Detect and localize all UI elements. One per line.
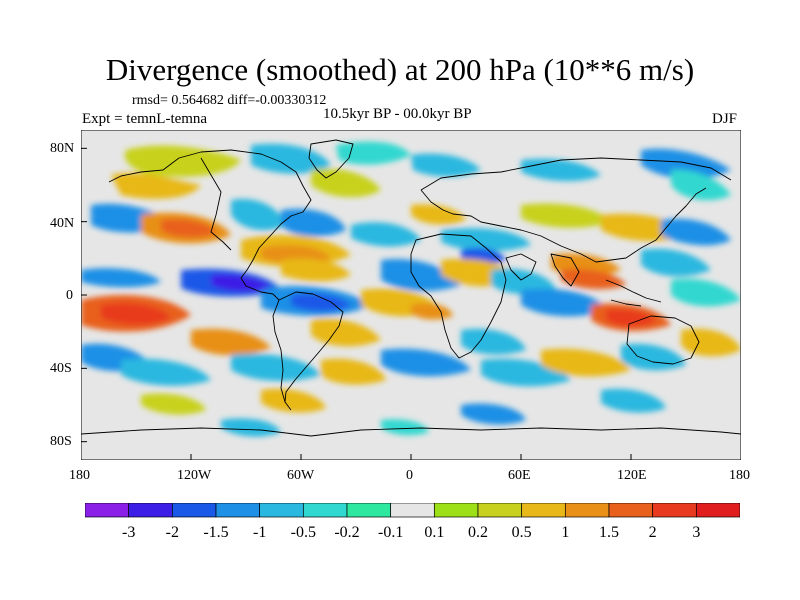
axis-ticks <box>81 147 741 460</box>
colorbar-box <box>477 503 523 518</box>
colorbar: -3 -2 -1.5 -1 -0.5 -0.2 -0.1 0.1 0.2 0.5 1 1.5 2 3 <box>85 503 740 541</box>
colorbar-boxes <box>85 503 740 518</box>
colorbar-box <box>652 503 697 518</box>
colorbar-box <box>215 503 261 518</box>
divergence-field <box>81 141 741 437</box>
lon-tick-180w: 180 <box>69 468 90 483</box>
colorbar-box <box>171 503 217 518</box>
colorbar-label: 1.5 <box>599 524 619 541</box>
lon-tick-0: 0 <box>406 468 413 483</box>
lon-tick-120w: 120W <box>177 468 212 483</box>
lon-tick-120e: 120E <box>617 468 647 483</box>
divergence-map <box>81 130 741 460</box>
colorbar-label: -1 <box>253 524 266 541</box>
lat-tick-40n: 40N <box>50 216 75 231</box>
colorbar-label: 3 <box>692 524 700 541</box>
colorbar-box <box>259 503 304 518</box>
colorbar-label: -3 <box>122 524 135 541</box>
lat-tick-80n: 80N <box>50 141 75 156</box>
lon-tick-180e: 180 <box>729 468 750 483</box>
colorbar-box <box>128 503 173 518</box>
colorbar-box <box>433 503 479 518</box>
colorbar-box <box>608 503 654 518</box>
lat-tick-80s: 80S <box>50 434 72 449</box>
colorbar-label: 0.5 <box>512 524 532 541</box>
colorbar-box <box>521 503 566 518</box>
lat-tick-0: 0 <box>66 288 73 303</box>
colorbar-label: 0.1 <box>424 524 444 541</box>
colorbar-box <box>695 503 740 518</box>
colorbar-label: 1 <box>561 524 569 541</box>
colorbar-box <box>346 503 392 518</box>
lat-tick-40s: 40S <box>50 361 72 376</box>
colorbar-box <box>302 503 348 518</box>
colorbar-box <box>564 503 610 518</box>
colorbar-label: 0.2 <box>468 524 488 541</box>
colorbar-labels: -3 -2 -1.5 -1 -0.5 -0.2 -0.1 0.1 0.2 0.5 1 1.5 2 3 <box>122 524 700 541</box>
colorbar-label: 2 <box>649 524 657 541</box>
period-label: 10.5kyr BP - 00.0kyr BP <box>323 106 472 122</box>
diff-label: diff= <box>227 93 256 108</box>
colorbar-box <box>390 503 435 518</box>
coastlines <box>81 139 741 437</box>
rmsd-label: rmsd= <box>132 93 168 108</box>
colorbar-box <box>85 503 130 518</box>
colorbar-label: -0.2 <box>334 524 359 541</box>
diff-value: -0.00330312 <box>255 93 327 108</box>
colorbar-label: -0.5 <box>291 524 316 541</box>
colorbar-label: -0.1 <box>378 524 403 541</box>
chart-title: Divergence (smoothed) at 200 hPa (10**6 … <box>105 52 695 87</box>
rmsd-value: 0.564682 <box>171 93 224 108</box>
season-label: DJF <box>712 111 738 127</box>
stats-line: rmsd= 0.564682 diff=-0.00330312 <box>132 93 326 109</box>
colorbar-label: -1.5 <box>203 524 228 541</box>
lon-tick-60w: 60W <box>287 468 315 483</box>
lon-tick-60e: 60E <box>508 468 531 483</box>
experiment-label: Expt = temnL-temna <box>82 111 208 127</box>
colorbar-label: -2 <box>166 524 179 541</box>
